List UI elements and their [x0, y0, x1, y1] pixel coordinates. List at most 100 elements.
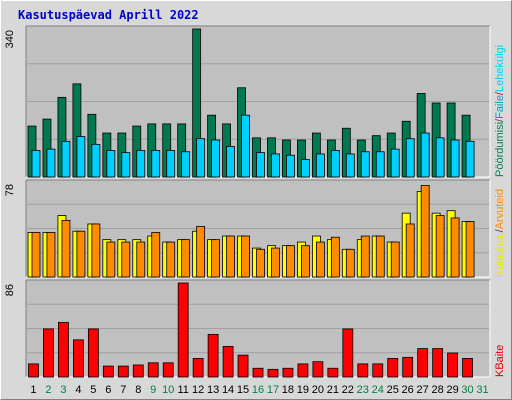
xtick-day-23: 23 [357, 384, 369, 396]
bar-p3-s1-day-7 [117, 365, 129, 378]
xtick-day-10: 10 [162, 384, 174, 396]
bar-p3-s1-day-10 [162, 362, 174, 378]
bar-p2-s2-day-22 [345, 248, 355, 278]
xtick-day-12: 12 [192, 384, 204, 396]
bar-p3-s1-day-17 [267, 368, 279, 378]
ytick-label-1: 340 [4, 30, 16, 48]
bar-p1-s2-day-30 [465, 140, 475, 178]
bar-p1-s2-day-23 [360, 151, 370, 178]
legend-item-1-5: Lehekülgi [494, 45, 506, 92]
bar-p2-s2-day-12 [196, 225, 206, 278]
bar-p1-s2-day-5 [91, 143, 101, 178]
xtick-day-28: 28 [431, 384, 443, 396]
xtick-day-18: 18 [282, 384, 294, 396]
bar-p3-s1-day-1 [28, 363, 39, 378]
legend-1: Pöördumisi/Faile/Lehekülgi [494, 45, 506, 177]
bar-p1-s2-day-10 [166, 150, 176, 178]
bar-p3-s1-day-8 [132, 364, 144, 378]
bar-p1-s2-day-15 [241, 114, 250, 178]
xtick-day-15: 15 [237, 384, 249, 396]
bar-p1-s2-day-28 [435, 137, 445, 178]
bar-p3-s1-day-19 [297, 363, 309, 378]
xtick-day-20: 20 [312, 384, 324, 396]
bar-p1-s2-day-16 [256, 152, 265, 178]
bar-p3-s1-day-5 [87, 328, 99, 378]
xtick-day-9: 9 [150, 384, 156, 396]
bar-p2-s2-day-29 [450, 217, 460, 278]
xtick-day-11: 11 [177, 384, 188, 396]
bar-p2-s2-day-20 [315, 241, 325, 278]
xtick-day-7: 7 [120, 384, 126, 396]
bar-p2-s2-day-5 [91, 223, 101, 278]
bar-p2-s2-day-3 [61, 219, 71, 278]
xtick-day-16: 16 [252, 384, 264, 396]
bar-p2-s2-day-7 [121, 241, 131, 278]
xtick-day-25: 25 [387, 384, 399, 396]
bar-p2-s2-day-21 [330, 236, 340, 278]
bar-p2-s2-day-19 [301, 245, 310, 278]
bar-p2-s2-day-8 [136, 241, 146, 278]
bar-p3-s1-day-4 [73, 339, 84, 378]
bar-p1-s2-day-25 [390, 148, 400, 178]
bar-p3-s1-day-27 [417, 348, 429, 378]
bar-p2-s2-day-26 [405, 223, 415, 278]
xtick-day-6: 6 [105, 384, 111, 396]
bar-p2-s2-day-16 [256, 248, 265, 278]
xtick-day-17: 17 [267, 384, 279, 396]
xtick-day-3: 3 [60, 384, 66, 396]
bar-p3-s1-day-28 [432, 348, 444, 378]
xtick-day-21: 21 [327, 384, 339, 396]
xtick-day-19: 19 [297, 384, 309, 396]
bar-p1-s2-day-6 [106, 150, 116, 178]
bar-p3-s1-day-11 [177, 282, 189, 378]
bar-p3-s1-day-24 [372, 363, 384, 378]
xtick-day-2: 2 [45, 384, 51, 396]
bar-p3-s1-day-30 [462, 358, 473, 378]
bar-p1-s2-day-2 [46, 148, 56, 178]
xtick-day-14: 14 [222, 384, 234, 396]
xtick-day-5: 5 [90, 384, 96, 396]
bar-p3-s1-day-18 [282, 367, 294, 378]
bar-p1-s2-day-26 [405, 138, 415, 178]
xtick-day-8: 8 [135, 384, 141, 396]
bar-p1-s2-day-7 [121, 152, 131, 178]
bar-p3-s1-day-14 [222, 345, 234, 378]
bar-p2-s2-day-23 [360, 235, 370, 278]
ytick-label-3: 86 [4, 284, 16, 296]
bar-p1-s2-day-9 [151, 150, 161, 178]
bar-p2-s2-day-11 [181, 239, 191, 278]
bar-p3-s1-day-3 [58, 321, 69, 378]
bar-p3-s1-day-29 [447, 352, 458, 378]
bar-p1-s2-day-13 [211, 139, 221, 178]
bar-p1-s2-day-4 [76, 136, 86, 178]
legend-2: Külastusi/Arvuteid [494, 189, 506, 277]
bar-p1-s2-day-3 [61, 140, 71, 178]
bar-p1-s2-day-22 [345, 153, 355, 178]
bar-p1-s2-day-17 [271, 153, 280, 178]
bar-p3-s1-day-15 [237, 354, 249, 378]
bar-p3-s1-day-6 [102, 365, 114, 378]
bar-p2-s2-day-6 [106, 241, 116, 278]
xtick-day-22: 22 [342, 384, 354, 396]
bar-p3-s1-day-13 [207, 333, 219, 378]
bar-p2-s2-day-14 [226, 235, 235, 278]
bar-p2-s2-day-13 [211, 239, 221, 278]
bar-p3-s1-day-16 [252, 367, 264, 378]
xtick-day-1: 1 [30, 384, 36, 396]
bar-p3-s1-day-26 [402, 356, 414, 378]
bar-p3-s1-day-12 [192, 358, 204, 378]
xtick-day-30: 30 [461, 384, 473, 396]
xtick-day-26: 26 [402, 384, 414, 396]
chart-title: Kasutuspäevad Aprill 2022 [18, 8, 199, 22]
xtick-day-4: 4 [75, 384, 81, 396]
bar-p1-s2-day-12 [196, 138, 206, 178]
bar-p3-s1-day-9 [147, 362, 159, 378]
bar-p1-s2-day-21 [330, 150, 340, 178]
bar-p2-s2-day-2 [46, 232, 56, 278]
legend-item-1-1: Pöördumisi [494, 122, 506, 177]
bar-p1-s2-day-1 [31, 150, 41, 178]
bar-p1-s2-day-29 [450, 139, 460, 178]
xtick-day-29: 29 [446, 384, 458, 396]
bar-p1-s2-day-8 [136, 150, 146, 178]
